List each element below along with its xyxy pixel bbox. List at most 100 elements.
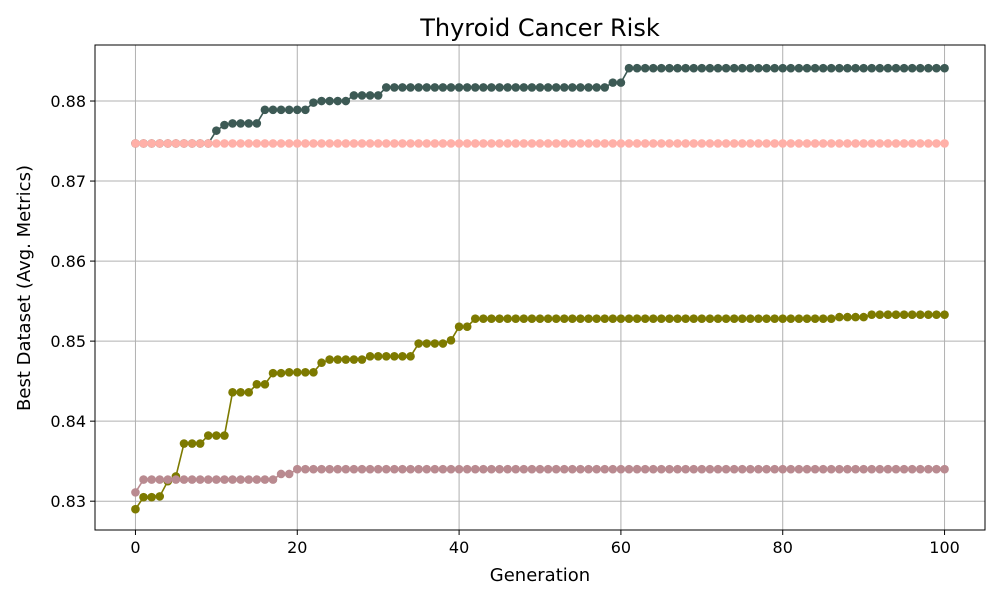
data-point [301, 464, 310, 474]
data-point [212, 475, 221, 484]
data-point [349, 139, 359, 148]
data-point [721, 464, 731, 474]
data-point [228, 139, 237, 148]
data-point [802, 63, 812, 73]
data-point [535, 464, 545, 474]
data-point [317, 464, 326, 474]
data-point [689, 464, 699, 474]
data-point [859, 312, 868, 322]
data-point [746, 464, 755, 474]
data-point [438, 464, 448, 474]
y-tick-label: 0.84 [50, 412, 86, 431]
data-point [236, 119, 245, 128]
data-point [600, 314, 610, 324]
data-point [713, 139, 723, 148]
data-point [640, 464, 650, 474]
data-point [681, 464, 690, 474]
data-point [843, 464, 852, 474]
data-point [713, 464, 723, 474]
data-point [260, 139, 270, 148]
data-point [333, 355, 343, 364]
data-point [373, 464, 383, 474]
data-point [325, 464, 334, 474]
data-point [155, 475, 165, 484]
data-point [826, 464, 836, 474]
data-point [276, 469, 286, 479]
data-point [737, 314, 747, 324]
data-point [479, 314, 488, 324]
data-point [762, 464, 771, 474]
data-point [139, 492, 148, 502]
data-point [438, 139, 448, 148]
data-point [527, 139, 537, 148]
data-point [495, 314, 504, 324]
data-point [341, 464, 351, 474]
data-point [778, 464, 788, 474]
data-point [705, 314, 715, 324]
y-axis-label: Best Dataset (Avg. Metrics) [14, 165, 35, 411]
data-point [924, 139, 933, 148]
data-point [681, 139, 690, 148]
data-point [835, 63, 844, 73]
data-point [802, 464, 812, 474]
data-point [147, 139, 156, 148]
data-point [276, 105, 286, 115]
data-point [932, 464, 941, 474]
data-point [891, 63, 901, 73]
x-axis-label: Generation [490, 565, 590, 586]
data-point [454, 139, 464, 148]
data-point [487, 314, 496, 324]
data-point [835, 464, 844, 474]
data-point [673, 314, 682, 324]
data-point [778, 63, 788, 73]
x-tick-label: 60 [611, 538, 631, 557]
data-point [859, 63, 868, 73]
data-point [365, 464, 375, 474]
data-point [802, 139, 812, 148]
data-point [446, 336, 456, 345]
y-tick-label: 0.88 [50, 92, 86, 111]
data-point [754, 464, 763, 474]
data-point [640, 139, 650, 148]
series-0 [131, 63, 949, 148]
data-point [697, 464, 707, 474]
data-point [915, 464, 925, 474]
data-point [697, 139, 707, 148]
data-point [835, 312, 844, 322]
data-point [616, 78, 626, 87]
data-point [681, 63, 690, 73]
data-point [422, 139, 432, 148]
data-point [406, 352, 415, 361]
data-point [568, 314, 577, 324]
data-point [592, 464, 601, 474]
data-point [851, 63, 860, 73]
data-point [470, 314, 480, 324]
data-point [737, 139, 747, 148]
data-point [705, 464, 715, 474]
data-point [543, 139, 553, 148]
data-point [729, 314, 739, 324]
data-point [179, 439, 189, 448]
data-point [487, 83, 496, 92]
data-point [818, 139, 828, 148]
data-point [689, 139, 699, 148]
data-point [252, 475, 262, 484]
data-point [511, 83, 521, 92]
data-point [503, 464, 512, 474]
data-point [252, 380, 262, 389]
data-point [754, 314, 763, 324]
data-point [770, 464, 779, 474]
data-point [746, 139, 755, 148]
data-point [867, 464, 877, 474]
data-point [535, 139, 545, 148]
data-point [584, 464, 593, 474]
data-point [519, 83, 529, 92]
data-point [551, 314, 561, 324]
data-point [357, 464, 367, 474]
data-point [843, 139, 852, 148]
data-point [228, 475, 237, 484]
data-point [648, 314, 658, 324]
data-point [163, 475, 173, 484]
data-point [390, 83, 399, 92]
